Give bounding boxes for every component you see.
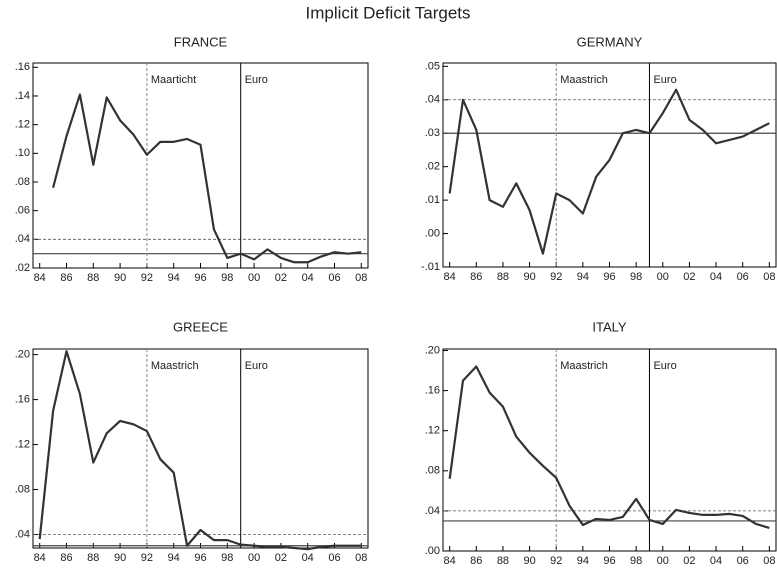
x-tick-label: 88 — [497, 271, 509, 283]
event-label: Euro — [653, 74, 676, 86]
event-label: Euro — [245, 360, 268, 372]
x-tick-label: 98 — [221, 272, 233, 284]
x-tick-label: 88 — [87, 272, 99, 284]
x-tick-label: 92 — [141, 552, 153, 564]
plot-frame — [32, 348, 369, 549]
y-tick-label: .04 — [425, 94, 440, 106]
y-tick-label: .20 — [425, 344, 440, 356]
x-tick-label: 98 — [630, 271, 642, 283]
y-tick-label: -.01 — [421, 261, 440, 273]
x-tick-label: 88 — [87, 552, 99, 564]
x-tick-label: 06 — [737, 271, 749, 283]
x-tick-label: 08 — [763, 271, 775, 283]
x-tick-label: 86 — [470, 555, 482, 567]
x-tick-label: 98 — [221, 552, 233, 564]
x-tick-label: 94 — [168, 552, 180, 564]
y-tick-label: .16 — [15, 393, 30, 405]
x-tick-label: 02 — [683, 271, 695, 283]
x-tick-label: 86 — [60, 552, 72, 564]
y-tick-label: .03 — [425, 127, 440, 139]
y-tick-label: .04 — [15, 528, 30, 540]
x-tick-label: 08 — [355, 552, 367, 564]
y-tick-label: .20 — [15, 349, 30, 361]
y-tick-label: .02 — [15, 262, 30, 274]
x-tick-label: 92 — [550, 271, 562, 283]
x-tick-label: 02 — [275, 552, 287, 564]
x-tick-label: 04 — [710, 555, 722, 567]
x-tick-label: 84 — [34, 272, 46, 284]
event-label: Euro — [653, 360, 676, 372]
x-tick-label: 08 — [355, 272, 367, 284]
x-tick-label: 08 — [763, 555, 775, 567]
x-tick-label: 96 — [194, 552, 206, 564]
x-tick-label: 90 — [114, 272, 126, 284]
plot-frame — [442, 62, 777, 268]
x-tick-label: 04 — [302, 272, 314, 284]
plot-frame — [32, 62, 369, 269]
x-tick-label: 86 — [60, 272, 72, 284]
x-tick-label: 92 — [141, 272, 153, 284]
x-tick-label: 90 — [523, 555, 535, 567]
y-tick-label: .08 — [15, 176, 30, 188]
x-tick-label: 88 — [497, 555, 509, 567]
subplot-title: FRANCE — [174, 34, 228, 49]
figure-title: Implicit Deficit Targets — [305, 3, 470, 22]
x-tick-label: 94 — [577, 271, 589, 283]
y-tick-label: .10 — [15, 147, 30, 159]
x-tick-label: 06 — [737, 555, 749, 567]
x-tick-label: 84 — [34, 552, 46, 564]
event-label: Maastrich — [560, 360, 608, 372]
y-tick-label: .01 — [425, 194, 440, 206]
data-line — [52, 93, 362, 264]
x-tick-label: 96 — [603, 555, 615, 567]
x-tick-label: 94 — [168, 272, 180, 284]
y-tick-label: .00 — [425, 227, 440, 239]
x-tick-label: 94 — [577, 555, 589, 567]
x-tick-label: 84 — [444, 271, 456, 283]
x-tick-label: 02 — [275, 272, 287, 284]
x-tick-label: 96 — [603, 271, 615, 283]
y-tick-label: .05 — [425, 60, 440, 72]
x-tick-label: 04 — [302, 552, 314, 564]
data-line — [448, 365, 770, 529]
y-tick-label: .06 — [15, 205, 30, 217]
x-tick-label: 00 — [657, 555, 669, 567]
data-line — [38, 350, 362, 551]
subplot-title: ITALY — [592, 319, 627, 334]
event-label: Maastrich — [560, 74, 608, 86]
x-tick-label: 02 — [683, 555, 695, 567]
y-tick-label: .08 — [15, 483, 30, 495]
y-tick-label: .14 — [15, 90, 30, 102]
y-tick-label: .12 — [425, 425, 440, 437]
x-tick-label: 98 — [630, 555, 642, 567]
y-tick-label: .02 — [425, 161, 440, 173]
x-tick-label: 96 — [194, 272, 206, 284]
y-tick-label: .12 — [15, 119, 30, 131]
subplot-title: GREECE — [173, 319, 228, 334]
x-tick-label: 86 — [470, 271, 482, 283]
x-tick-label: 84 — [444, 555, 456, 567]
x-tick-label: 00 — [657, 271, 669, 283]
x-tick-label: 92 — [550, 555, 562, 567]
x-tick-label: 90 — [114, 552, 126, 564]
subplot-title: GERMANY — [577, 34, 643, 49]
y-tick-label: .04 — [15, 233, 30, 245]
y-tick-label: .12 — [15, 438, 30, 450]
event-label: Euro — [245, 74, 268, 86]
x-tick-label: 06 — [328, 552, 340, 564]
y-tick-label: .00 — [425, 545, 440, 557]
y-tick-label: .04 — [425, 505, 440, 517]
x-tick-label: 90 — [523, 271, 535, 283]
x-tick-label: 00 — [248, 272, 260, 284]
y-tick-label: .16 — [425, 385, 440, 397]
event-label: Maarticht — [151, 74, 196, 86]
y-tick-label: .16 — [15, 61, 30, 73]
event-label: Maastrich — [151, 360, 199, 372]
x-tick-label: 00 — [248, 552, 260, 564]
x-tick-label: 06 — [328, 272, 340, 284]
x-tick-label: 04 — [710, 271, 722, 283]
data-line — [448, 88, 770, 255]
y-tick-label: .08 — [425, 465, 440, 477]
